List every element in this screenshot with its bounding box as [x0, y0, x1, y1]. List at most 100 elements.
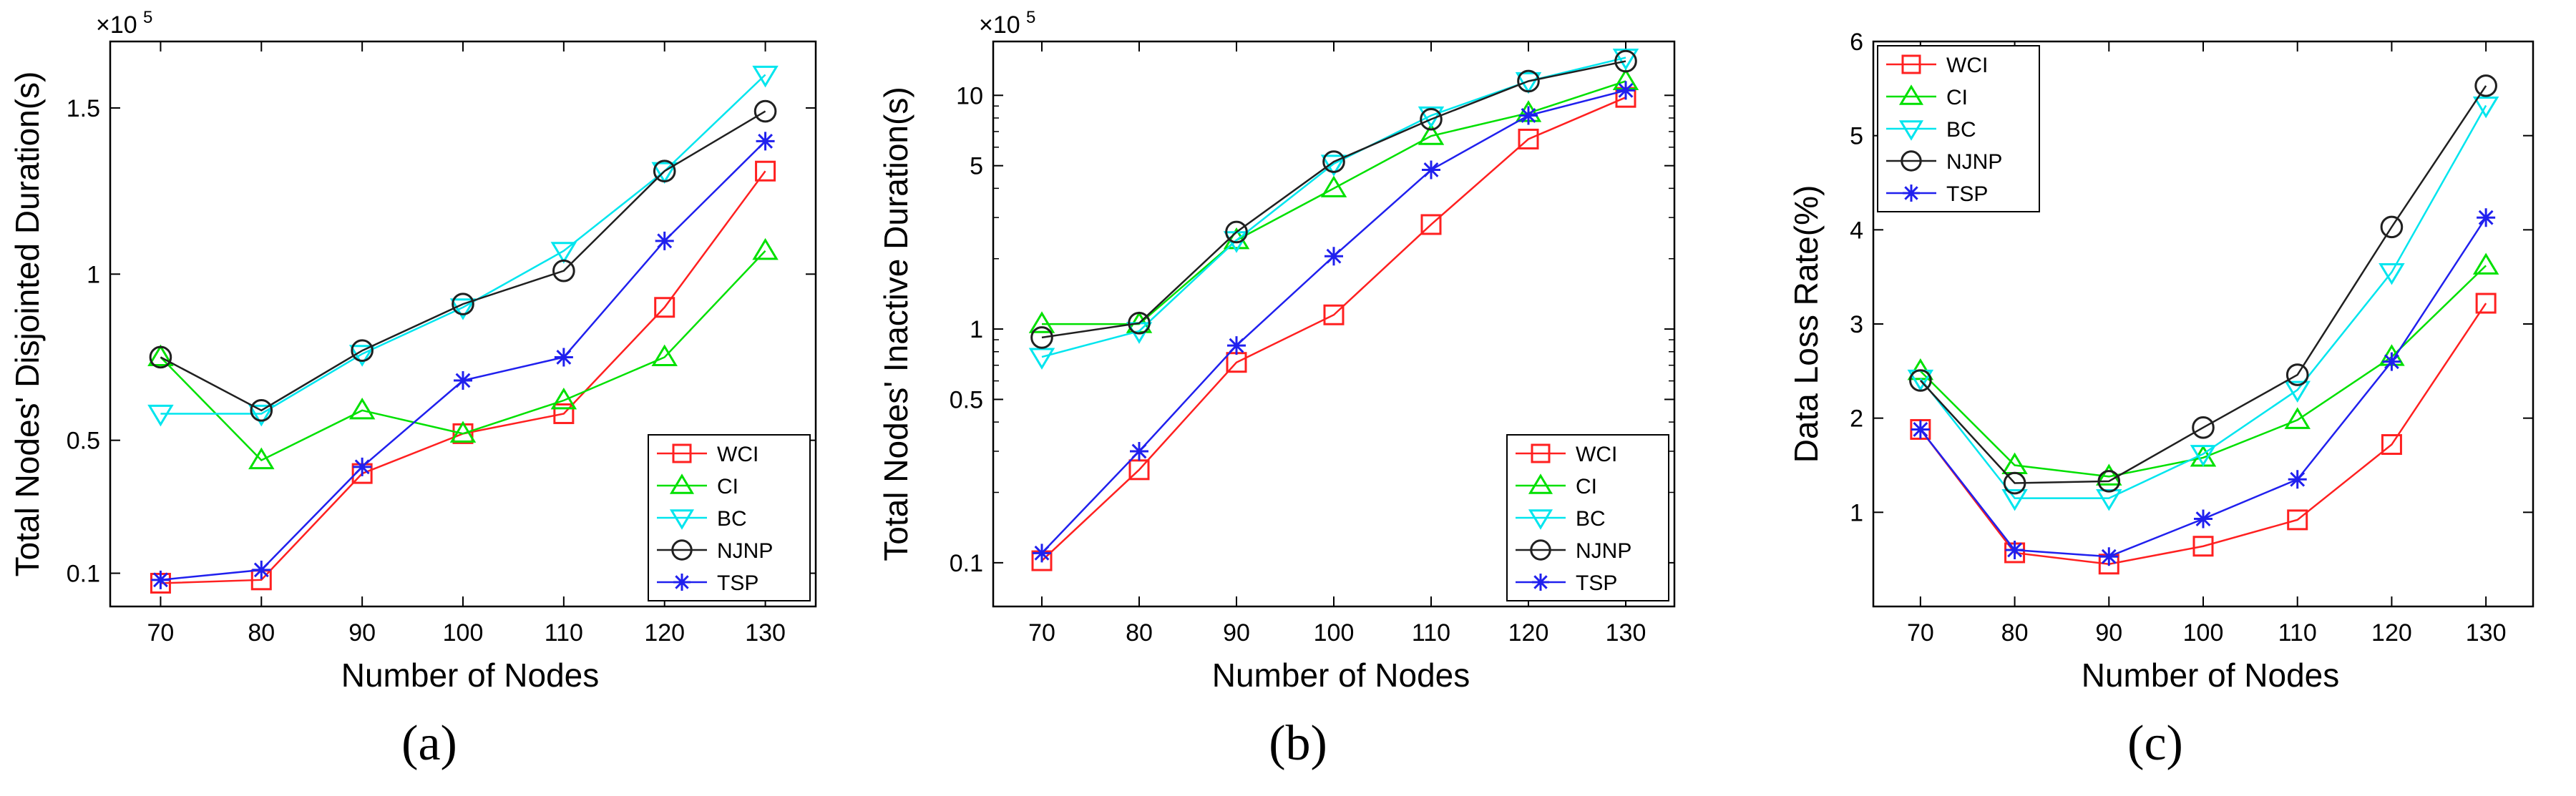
data-point-ci: [449, 421, 477, 443]
data-point-tsp: [554, 348, 573, 367]
legend-label-ci: CI: [717, 475, 738, 498]
x-tick-label: 80: [248, 619, 275, 647]
series-tsp: [1033, 81, 1635, 563]
data-point-tsp: [1422, 160, 1440, 180]
data-point-ci: [248, 447, 275, 470]
legend-marker-bc: [1528, 509, 1553, 530]
data-point-bc: [2284, 380, 2311, 403]
chart-c: 70 80 90 100 110 120 130 1 2 3 4 5 6 Number of Nodes D…: [1787, 29, 2534, 694]
x-axis-label: Number of Nodes: [2082, 657, 2340, 694]
series-line-njnp: [1919, 85, 2487, 484]
series-line-bc: [1919, 104, 2487, 499]
legend-label-njnp: NJNP: [717, 539, 773, 563]
data-point-njnp: [1128, 312, 1151, 335]
caption-c: (c): [2127, 716, 2183, 771]
legend-label-njnp: NJNP: [1576, 539, 1631, 563]
data-point-njnp: [2474, 74, 2497, 97]
legend: WCI CI BC NJNP TSP: [1877, 45, 2040, 212]
data-point-bc: [147, 404, 174, 427]
data-point-ci: [752, 237, 779, 260]
series-tsp: [1911, 208, 2496, 566]
y-tick-label: 2: [1850, 406, 1863, 433]
y-tick-label: 10: [956, 82, 983, 109]
x-tick-label: 110: [2278, 619, 2317, 647]
data-point-wci: [553, 403, 575, 424]
legend-label-ci: CI: [1576, 475, 1597, 498]
legend-label-bc: BC: [1946, 118, 1976, 142]
x-tick-label: 80: [2001, 619, 2029, 647]
data-point-bc: [1028, 348, 1055, 370]
legend-marker-njnp: [671, 539, 693, 561]
x-tick-label: 100: [2183, 619, 2224, 647]
data-point-tsp: [1033, 544, 1051, 563]
legend-marker-njnp: [1530, 539, 1551, 561]
data-point-njnp: [250, 399, 273, 422]
legend-label-ci: CI: [1946, 86, 1968, 109]
data-point-wci: [1323, 304, 1345, 325]
data-point-bc: [651, 162, 678, 185]
data-point-ci: [2096, 463, 2122, 486]
data-point-njnp: [1420, 107, 1443, 131]
data-point-njnp: [1225, 220, 1248, 244]
data-point-njnp: [1030, 326, 1053, 349]
data-point-wci: [1518, 128, 1539, 149]
data-point-bc: [2096, 489, 2122, 511]
series-njnp: [1030, 49, 1637, 349]
data-point-ci: [1223, 227, 1250, 250]
x-tick-label: 130: [1606, 619, 1646, 647]
legend-label-tsp: TSP: [1946, 182, 1988, 206]
series-line-wci: [1041, 97, 1626, 561]
data-point-bc: [248, 404, 275, 427]
data-point-tsp: [655, 231, 674, 250]
data-point-njnp: [552, 259, 575, 282]
data-point-tsp: [2005, 541, 2024, 559]
legend-marker-wci: [1901, 54, 1921, 74]
data-point-ci: [2284, 407, 2311, 429]
data-point-tsp: [353, 457, 372, 476]
data-point-bc: [550, 242, 577, 264]
series-line-njnp: [1041, 60, 1626, 339]
x-tick-label: 70: [1907, 619, 1934, 647]
y-tick-label: 1.5: [67, 95, 100, 122]
data-point-tsp: [1616, 81, 1635, 100]
data-point-tsp: [1911, 420, 1930, 439]
x-tick-label: 130: [745, 619, 786, 647]
y-tick-label: 0.5: [67, 428, 100, 455]
data-point-ci: [2472, 252, 2499, 275]
legend-label-wci: WCI: [1946, 54, 1988, 77]
data-point-tsp: [1227, 336, 1246, 355]
legend-marker-bc: [669, 509, 695, 530]
data-point-tsp: [2194, 509, 2212, 529]
x-tick-label: 120: [2371, 619, 2412, 647]
y-axis-label: Total Nodes' Disjointed Duration(s): [9, 72, 46, 577]
x-tick-label: 100: [1314, 619, 1355, 647]
y-axis-label: Data Loss Rate(%): [1787, 185, 1825, 463]
data-point-njnp: [1614, 49, 1637, 73]
series-tsp: [151, 132, 775, 589]
legend-marker-bc: [1898, 120, 1924, 141]
x-axis-label: Number of Nodes: [341, 657, 600, 694]
data-point-bc: [752, 65, 779, 88]
y-multiplier: ×10: [979, 11, 1020, 39]
data-point-bc: [449, 298, 477, 320]
y-tick-label: 5: [970, 153, 983, 180]
data-point-njnp: [1517, 69, 1540, 93]
legend-marker-ci: [1898, 84, 1924, 105]
series-njnp: [149, 99, 777, 422]
data-point-ci: [651, 344, 678, 367]
y-multiplier-exponent: 5: [143, 8, 152, 27]
legend-marker-tsp: [1903, 185, 1920, 202]
series-ci: [147, 237, 779, 470]
legend-marker-tsp: [1532, 574, 1549, 591]
legend-marker-njnp: [1901, 150, 1922, 172]
legend-label-bc: BC: [1576, 507, 1606, 531]
legend-label-wci: WCI: [717, 443, 758, 466]
data-point-ci: [1418, 123, 1445, 145]
caption-b: (b): [1269, 716, 1327, 771]
legend-label-tsp: TSP: [717, 571, 758, 595]
data-point-njnp: [2097, 470, 2121, 493]
x-tick-label: 120: [1508, 619, 1549, 647]
data-point-bc: [1612, 49, 1639, 71]
data-point-tsp: [1519, 106, 1538, 125]
data-point-bc: [2379, 263, 2405, 285]
